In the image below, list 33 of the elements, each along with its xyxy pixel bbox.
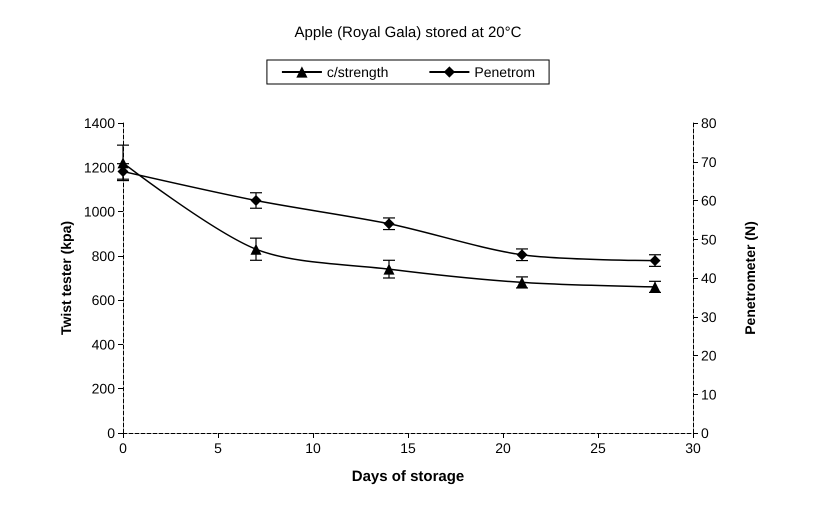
y2-tick-label: 20 bbox=[701, 348, 717, 364]
x-tick-label: 30 bbox=[685, 440, 701, 456]
y-tick-label: 800 bbox=[92, 248, 116, 264]
y2-tick-label: 0 bbox=[701, 425, 709, 441]
y-axis-title: Twist tester (kpa) bbox=[58, 220, 74, 336]
legend-label: c/strength bbox=[326, 64, 388, 80]
y2-tick-label: 50 bbox=[701, 231, 717, 248]
x-tick-label: 0 bbox=[119, 440, 128, 456]
y-tick-label: 400 bbox=[92, 336, 116, 352]
y-tick-label: 1400 bbox=[84, 115, 116, 131]
x-axis-title: Days of storage bbox=[352, 468, 464, 485]
point bbox=[250, 195, 262, 206]
x-tick-label: 20 bbox=[495, 440, 511, 456]
x-tick-label: 15 bbox=[400, 440, 416, 456]
y2-tick-label: 60 bbox=[701, 192, 717, 208]
y-tick-label: 1000 bbox=[84, 204, 116, 220]
point bbox=[250, 244, 262, 255]
y2-tick-label: 70 bbox=[701, 154, 717, 170]
x-tick-label: 5 bbox=[214, 440, 222, 456]
x-tick-label: 10 bbox=[305, 440, 321, 456]
y2-axis-title: Penetrometer (N) bbox=[742, 221, 758, 335]
y2-tick-label: 10 bbox=[701, 386, 717, 402]
y2-tick-label: 30 bbox=[701, 308, 717, 325]
point bbox=[384, 264, 394, 275]
y-tick-label: 200 bbox=[92, 380, 116, 397]
legend-label: Penetrom bbox=[474, 64, 536, 80]
y-tick-label: 600 bbox=[92, 292, 116, 308]
chart-title: Apple (Royal Gala) stored at 20°C bbox=[294, 24, 522, 41]
y2-tick-label: 40 bbox=[701, 270, 717, 286]
y2-tick-label: 80 bbox=[701, 115, 717, 131]
x-tick-label: 25 bbox=[590, 440, 606, 456]
y-tick-label: 1200 bbox=[84, 159, 116, 176]
y-tick-label: 0 bbox=[107, 425, 116, 441]
